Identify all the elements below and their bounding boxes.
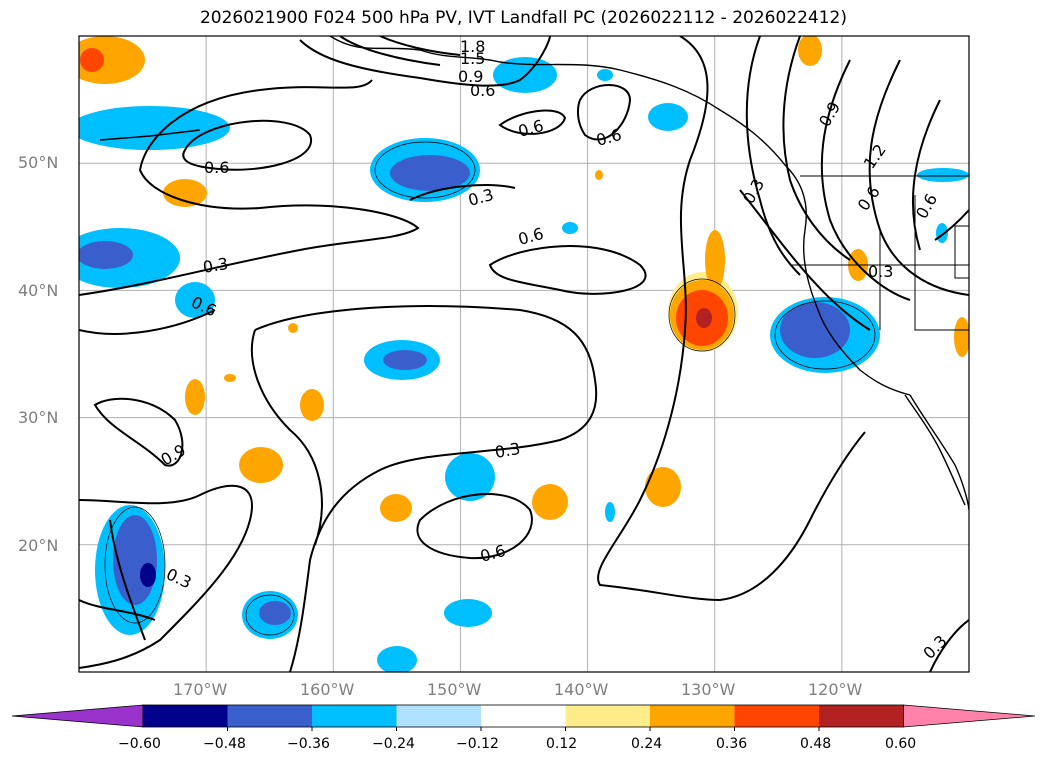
colorbar-segment <box>565 705 651 727</box>
negative-anomaly <box>79 241 133 269</box>
colorbar-tick-label: −0.12 <box>456 736 499 752</box>
colorbar <box>11 704 1036 731</box>
colorbar-tick-label: 0.36 <box>716 736 748 752</box>
colorbar-segment <box>143 705 228 727</box>
negative-anomaly <box>113 515 157 605</box>
positive-anomaly <box>79 36 145 84</box>
lat-label-30n: 30°N <box>18 408 59 427</box>
negative-anomaly <box>175 282 215 318</box>
pv-contours <box>79 36 969 672</box>
contour-label: 0.3 <box>201 254 229 277</box>
positive-anomaly <box>239 447 283 483</box>
lon-label-150w: 150°W <box>427 680 482 699</box>
colorbar-outline <box>142 704 904 728</box>
colorbar-segment <box>227 705 313 727</box>
contour-label: 1.8 <box>460 37 485 56</box>
negative-anomaly <box>605 502 615 522</box>
colorbar-segment <box>312 705 397 727</box>
negative-anomaly <box>444 599 492 627</box>
negative-anomaly <box>259 601 291 625</box>
colorbar-tick-label: 0.48 <box>800 736 832 752</box>
contour-label: 0.3 <box>493 439 521 462</box>
positive-anomaly <box>705 230 725 290</box>
contour-label: 0.9 <box>458 67 483 86</box>
colorbar-extend-low <box>11 704 144 728</box>
positive-anomaly <box>163 179 207 207</box>
lon-label-170w: 170°W <box>173 680 228 699</box>
colorbar-segment <box>650 705 735 727</box>
negative-anomaly <box>562 222 578 234</box>
map-title: 2026021900 F024 500 hPa PV, IVT Landfall… <box>199 8 847 28</box>
colorbar-tick-label: 0.12 <box>546 736 578 752</box>
contour-label: 0.3 <box>868 262 893 281</box>
positive-anomaly <box>288 323 298 333</box>
negative-anomaly <box>79 106 230 150</box>
negative-anomaly <box>383 350 427 370</box>
lat-label-50n: 50°N <box>18 153 59 172</box>
positive-anomaly <box>380 494 412 522</box>
political-borders <box>790 175 969 331</box>
positive-anomaly <box>532 484 568 520</box>
positive-anomaly <box>300 389 324 421</box>
anomaly-outlines <box>104 141 876 636</box>
lat-label-20n: 20°N <box>18 536 59 555</box>
colorbar-tick-label: −0.36 <box>287 736 330 752</box>
negative-anomaly <box>597 69 613 81</box>
negative-anomaly <box>390 155 470 191</box>
colorbar-extend-high <box>903 704 1036 728</box>
colorbar-tick-label: 0.60 <box>885 736 917 752</box>
colorbar-segment <box>396 705 482 727</box>
colorbar-segment <box>481 705 566 727</box>
lon-label-120w: 120°W <box>808 680 863 699</box>
positive-anomaly <box>645 467 681 507</box>
contour-label: 0.6 <box>470 81 495 100</box>
colorbar-segment <box>734 705 820 727</box>
colorbar-tick-label: −0.60 <box>118 736 161 752</box>
positive-anomaly <box>224 374 236 382</box>
lat-label-40n: 40°N <box>18 281 59 300</box>
positive-anomaly <box>80 48 104 72</box>
colorbar-tick-label: −0.48 <box>203 736 246 752</box>
contour-label: 0.6 <box>204 158 229 177</box>
colorbar-tick-label: 0.24 <box>631 736 663 752</box>
positive-anomaly <box>798 36 822 66</box>
negative-anomaly <box>780 302 850 358</box>
negative-anomaly <box>445 453 495 501</box>
colorbar-tick-label: −0.24 <box>372 736 415 752</box>
positive-anomaly <box>696 308 712 328</box>
negative-anomaly <box>917 168 969 182</box>
negative-anomaly <box>648 103 688 131</box>
colorbar-segment <box>819 705 904 727</box>
lon-label-140w: 140°W <box>554 680 609 699</box>
negative-anomaly <box>140 563 156 587</box>
lon-label-160w: 160°W <box>300 680 355 699</box>
map-frame <box>78 35 970 673</box>
negative-anomaly <box>377 646 417 672</box>
lon-label-130w: 130°W <box>681 680 736 699</box>
contour-label: 1.5 <box>460 49 485 68</box>
coastlines <box>99 36 969 511</box>
positive-anomaly <box>954 317 969 357</box>
positive-anomaly <box>595 170 603 180</box>
anomaly-shading <box>79 36 969 672</box>
positive-anomaly <box>185 379 205 415</box>
